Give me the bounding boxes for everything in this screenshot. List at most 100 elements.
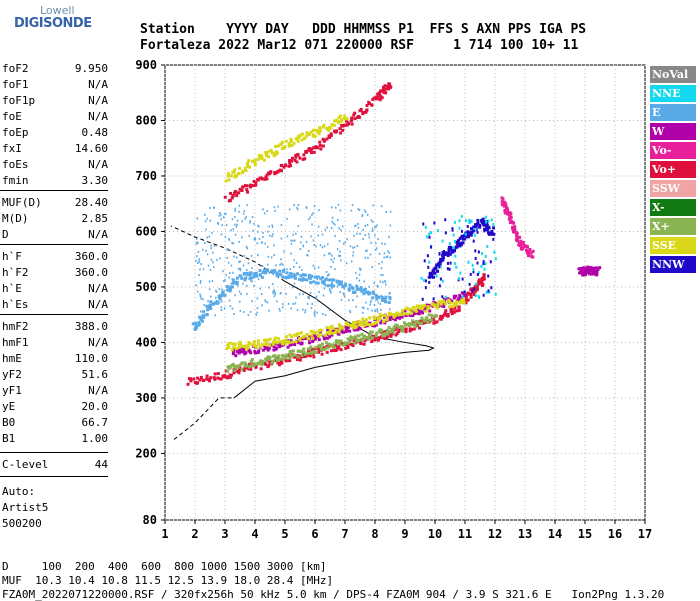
echo-point <box>286 268 288 271</box>
echo-point <box>492 232 496 236</box>
echo-point <box>423 259 426 263</box>
param-divider <box>0 244 108 245</box>
echo-point <box>302 136 306 140</box>
echo-point <box>485 220 488 224</box>
echo-point <box>460 234 464 238</box>
echo-point <box>335 279 339 283</box>
echo-point <box>271 225 274 228</box>
echo-point <box>290 335 294 339</box>
echo-point <box>362 320 366 324</box>
echo-point <box>385 335 389 339</box>
echo-point <box>421 297 424 301</box>
echo-point <box>377 285 379 288</box>
echo-point <box>435 320 439 324</box>
echo-point <box>324 341 328 345</box>
param-key: C-level <box>2 458 49 471</box>
echo-point <box>343 341 347 345</box>
echo-point <box>272 338 276 342</box>
echo-point <box>347 287 351 291</box>
echo-point <box>385 87 389 91</box>
echo-point <box>328 308 331 311</box>
echo-point <box>280 237 283 240</box>
echo-point <box>422 304 426 308</box>
echo-point <box>283 358 287 362</box>
echo-point <box>282 269 286 273</box>
echo-point <box>240 350 244 354</box>
echo-point <box>311 134 315 138</box>
echo-point <box>229 174 233 178</box>
param-divider <box>0 190 108 191</box>
echo-point <box>282 263 284 266</box>
param-value: N/A <box>88 94 108 107</box>
echo-point <box>240 346 244 350</box>
echo-point <box>368 316 372 320</box>
echo-point <box>205 228 207 231</box>
echo-point <box>317 266 320 269</box>
echo-point <box>438 265 441 269</box>
echo-point <box>442 304 446 308</box>
echo-point <box>453 261 456 265</box>
echo-point <box>461 297 465 301</box>
echo-point <box>295 357 299 361</box>
echo-point <box>477 271 480 275</box>
echo-point <box>441 239 444 243</box>
echo-point <box>469 292 473 296</box>
echo-point <box>195 242 198 245</box>
echo-point <box>195 324 199 328</box>
param-key: hmE <box>2 352 22 365</box>
echo-point <box>328 331 332 335</box>
echo-point <box>420 276 423 280</box>
echo-point <box>325 331 329 335</box>
echo-point <box>274 293 277 296</box>
echo-point <box>349 335 353 339</box>
echo-point <box>328 288 331 291</box>
echo-point <box>268 337 272 341</box>
echo-point <box>254 236 256 239</box>
echo-point <box>256 230 259 233</box>
echo-point <box>454 294 458 298</box>
echo-point <box>372 315 376 319</box>
echo-point <box>246 284 248 287</box>
echo-point <box>310 306 313 309</box>
echo-point <box>230 348 234 352</box>
echo-point <box>476 261 479 265</box>
echo-point <box>349 311 352 314</box>
echo-point <box>323 335 327 339</box>
echo-point <box>423 307 427 311</box>
echo-point <box>290 307 292 310</box>
echo-point <box>223 374 227 378</box>
echo-point <box>428 280 431 284</box>
echo-point <box>305 278 309 282</box>
echo-point <box>328 335 332 339</box>
legend-item-vo: Vo- <box>650 142 696 159</box>
echo-point <box>224 235 227 238</box>
echo-point <box>279 263 281 266</box>
echo-point <box>259 359 263 363</box>
echo-point <box>239 269 242 272</box>
echo-point <box>428 275 432 279</box>
echo-point <box>357 226 360 229</box>
echo-point <box>422 222 425 226</box>
echo-point <box>230 196 234 200</box>
echo-point <box>490 232 494 236</box>
echo-point <box>466 230 470 234</box>
echo-point <box>422 321 426 325</box>
echo-point <box>238 187 242 191</box>
x-tick-label: 10 <box>428 527 442 541</box>
echo-point <box>474 225 478 229</box>
x-tick-label: 16 <box>608 527 622 541</box>
echo-point <box>272 233 274 236</box>
echo-point <box>323 348 327 352</box>
echo-point <box>231 278 234 281</box>
echo-point <box>268 360 272 364</box>
echo-point <box>585 267 589 271</box>
echo-point <box>389 256 391 259</box>
echo-point <box>289 349 293 353</box>
echo-point <box>307 296 309 299</box>
echo-point <box>225 347 229 351</box>
echo-point <box>331 254 333 257</box>
echo-point <box>298 358 302 362</box>
echo-point <box>220 218 222 221</box>
echo-point <box>211 279 214 282</box>
echo-point <box>350 209 353 212</box>
